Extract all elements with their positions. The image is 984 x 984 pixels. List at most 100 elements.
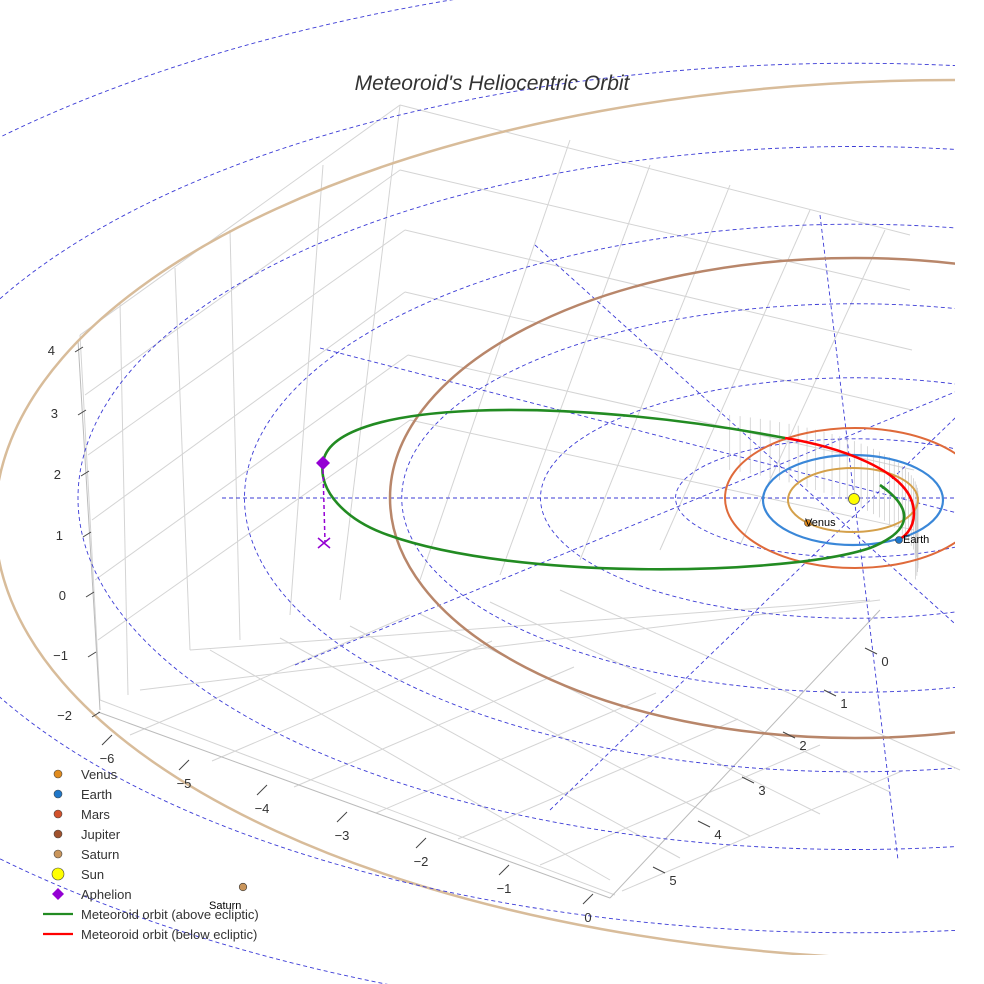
legend-symbol	[53, 789, 63, 799]
z-tick-mark	[82, 531, 92, 538]
back-wall-gridline	[659, 209, 811, 551]
y-tick-label: 1	[840, 696, 847, 711]
aphelion-projection-marker	[317, 537, 331, 549]
legend-symbol	[52, 888, 64, 900]
z-axis-line	[77, 339, 101, 711]
legend-item[interactable]: Saturn	[36, 844, 259, 864]
venus-orbit	[787, 467, 919, 533]
x-tick-label: −3	[335, 828, 350, 843]
legend-swatch	[36, 764, 80, 784]
aphelion-drop-line	[322, 469, 326, 543]
legend-symbol	[43, 912, 73, 916]
legend-label: Meteoroid orbit (below ecliptic)	[81, 926, 258, 942]
legend-symbol	[51, 867, 65, 881]
z-tick-mark	[91, 711, 101, 718]
x-axis-line	[97, 711, 611, 899]
z-tick-label: 0	[59, 588, 66, 603]
earth-label: Earth	[903, 534, 929, 546]
x-tick-label: 0	[584, 910, 591, 925]
legend-item[interactable]: Mars	[36, 804, 259, 824]
y-tick-label: 2	[799, 738, 806, 753]
x-tick-mark	[178, 759, 190, 771]
back-wall-gridline	[499, 164, 651, 576]
legend: Venus Earth Mars Jupiter Saturn Sun Aphelion Me…	[36, 764, 259, 944]
meteoroid-orbit-below	[784, 436, 916, 542]
legend-label: Earth	[81, 786, 113, 802]
z-tick-mark	[74, 346, 84, 353]
y-tick-mark	[782, 731, 796, 739]
back-wall-gridline	[289, 164, 324, 616]
floor-gridline	[457, 718, 739, 840]
legend-symbol	[53, 829, 63, 839]
y-axis-line	[609, 609, 881, 899]
back-wall-gridline	[174, 267, 191, 651]
z-tick-label: 3	[51, 406, 58, 421]
y-tick-mark	[864, 647, 878, 655]
jupiter-orbit	[388, 256, 955, 740]
legend-label: Sun	[81, 866, 105, 882]
side-wall-gridline	[87, 229, 406, 456]
z-tick-label: −2	[57, 708, 72, 723]
side-wall-gridline	[79, 104, 401, 336]
legend-marker	[53, 789, 63, 799]
legend-swatch	[36, 904, 80, 924]
legend-swatch	[36, 884, 80, 904]
y-tick-mark	[741, 776, 755, 784]
side-wall-gridline	[94, 354, 409, 581]
legend-item[interactable]: Earth	[36, 784, 259, 804]
x-tick-label: −1	[497, 881, 512, 896]
y-tick-label: 3	[758, 783, 765, 798]
z-tick-label: −1	[53, 648, 68, 663]
reference-grid-circle	[244, 223, 955, 773]
z-tick-label: 2	[54, 467, 61, 482]
y-tick-label: 4	[714, 827, 721, 842]
floor-gridline	[189, 599, 871, 651]
legend-symbol	[53, 849, 63, 859]
x-tick-mark	[498, 864, 510, 876]
reference-grid-radial	[294, 391, 955, 666]
rear-wall-gridline	[407, 354, 915, 471]
rear-wall-gridline	[404, 229, 913, 351]
legend-swatch	[36, 924, 80, 944]
floor-gridline	[209, 649, 611, 881]
legend-marker	[51, 867, 65, 881]
floor-gridline	[489, 601, 891, 793]
legend-item[interactable]: Aphelion	[36, 884, 259, 904]
z-tick-mark	[85, 591, 95, 598]
legend-marker	[53, 829, 63, 839]
legend-item[interactable]: Meteoroid orbit (above ecliptic)	[36, 904, 259, 924]
reference-grid-circle	[675, 438, 955, 558]
legend-label: Mars	[81, 806, 110, 822]
reference-grid-radial	[549, 417, 955, 811]
legend-swatch	[36, 824, 80, 844]
back-wall-gridline	[339, 104, 401, 601]
x-tick-mark	[256, 784, 268, 796]
earth-marker	[895, 536, 903, 544]
side-wall-gridline	[84, 169, 401, 396]
legend-item[interactable]: Meteoroid orbit (below ecliptic)	[36, 924, 259, 944]
aphelion-marker	[316, 456, 330, 470]
floor-gridline	[293, 666, 575, 788]
meteoroid-orbit-above	[321, 408, 906, 571]
legend-swatch	[36, 844, 80, 864]
floor-gridline	[129, 614, 411, 736]
legend-item[interactable]: Venus	[36, 764, 259, 784]
back-wall-gridline	[119, 301, 129, 696]
legend-item[interactable]: Jupiter	[36, 824, 259, 844]
legend-swatch	[36, 804, 80, 824]
rear-wall-gridline	[409, 419, 915, 531]
legend-label: Saturn	[81, 846, 120, 862]
floor-gridline	[279, 637, 681, 859]
reference-grid-circle	[401, 303, 955, 693]
legend-symbol	[43, 932, 73, 936]
legend-label: Jupiter	[81, 826, 121, 842]
rear-wall-gridline	[399, 169, 911, 291]
legend-symbol	[53, 809, 63, 819]
floor-gridline	[99, 699, 616, 896]
legend-item[interactable]: Sun	[36, 864, 259, 884]
venus-marker	[804, 519, 812, 527]
legend-label: Venus	[81, 766, 118, 782]
y-tick-mark	[652, 866, 666, 874]
